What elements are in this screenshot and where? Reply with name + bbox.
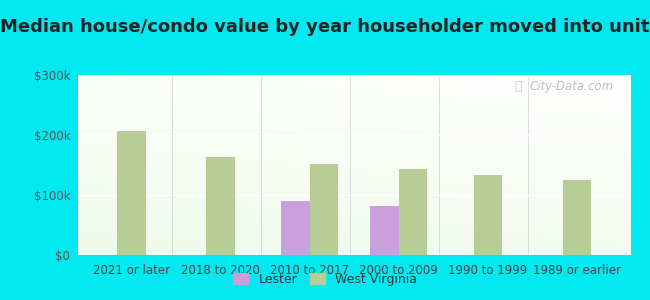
Text: City-Data.com: City-Data.com xyxy=(530,80,614,93)
Bar xyxy=(474,175,502,255)
Text: Median house/condo value by year householder moved into unit: Median house/condo value by year househo… xyxy=(0,18,650,36)
Legend: Lester, West Virginia: Lester, West Virginia xyxy=(228,268,422,291)
Bar xyxy=(309,164,338,255)
Bar xyxy=(399,169,427,255)
Text: Ⓢ: Ⓢ xyxy=(515,80,522,93)
Bar xyxy=(370,206,399,255)
Bar xyxy=(281,201,309,255)
Bar xyxy=(206,157,235,255)
Bar xyxy=(563,180,592,255)
Bar xyxy=(117,131,146,255)
